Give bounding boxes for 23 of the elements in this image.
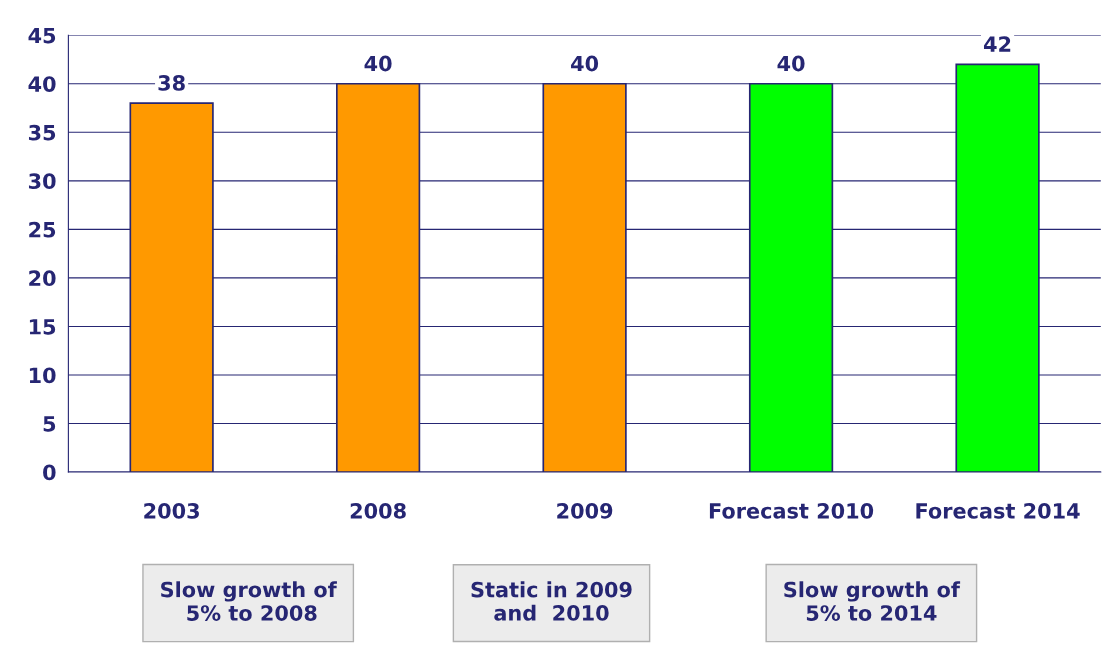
y-tick-label: 30: [28, 173, 56, 190]
text: Static in 2009 and 2010: [471, 581, 632, 621]
x-tick-label: 2008: [350, 502, 406, 519]
data-label: 40: [571, 55, 599, 72]
y-tick-label: 40: [28, 76, 56, 92]
data-label: 38: [158, 75, 185, 91]
data-label: 40: [777, 55, 805, 72]
y-tick-label: 5: [43, 416, 56, 432]
x-tick-label: Forecast 2010: [709, 502, 874, 519]
text: Slow growth of 5% to 2014: [784, 581, 961, 621]
data-label: 40: [364, 55, 392, 72]
x-tick-label: Forecast 2014: [916, 502, 1080, 519]
y-tick-label: 35: [28, 124, 56, 141]
data-label: 42: [984, 36, 1011, 52]
text: Slow growth of 5% to 2008: [161, 581, 337, 621]
y-tick-label: 45: [28, 27, 56, 44]
y-tick-label: 10: [29, 367, 56, 384]
y-tick-label: 15: [29, 319, 56, 335]
x-tick-label: 2009: [557, 502, 613, 519]
x-tick-label: 2003: [144, 502, 199, 519]
y-tick-label: 25: [29, 221, 56, 238]
y-tick-label: 20: [29, 270, 56, 287]
y-tick-label: 0: [43, 464, 56, 481]
